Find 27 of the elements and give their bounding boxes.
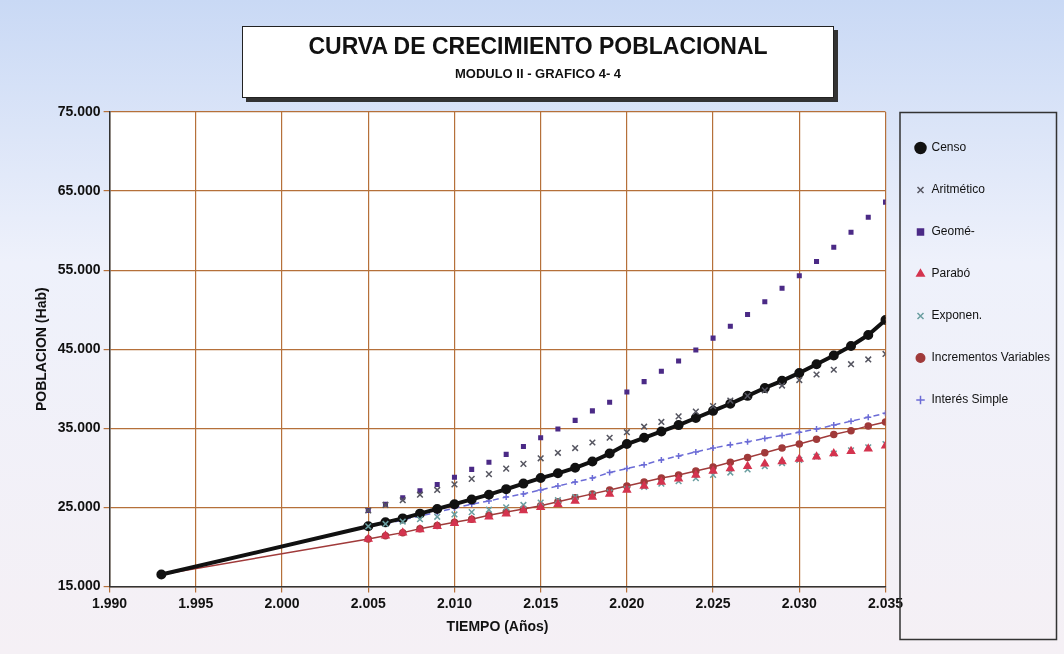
x-tick-label: 2.030 <box>781 594 818 611</box>
y-tick-label: 55.000 <box>57 260 101 277</box>
legend-label: Censo <box>931 140 967 155</box>
x-tick-label: 2.015 <box>523 594 559 611</box>
legend-label: Aritmético <box>931 182 986 197</box>
y-tick-label: 65.000 <box>57 181 101 198</box>
chart-title: CURVA DE CRECIMIENTO POBLACIONAL <box>307 33 769 60</box>
legend-label: Interés Simple <box>931 392 1009 407</box>
chart-subtitle: MODULO II - GRAFICO 4- 4 <box>453 66 623 81</box>
legend-label: Incrementos Variables <box>931 350 1050 365</box>
y-tick-label: 35.000 <box>57 419 101 436</box>
legend-label: Parabó <box>931 266 971 281</box>
y-tick-label: 45.000 <box>57 340 101 357</box>
x-tick-label: 2.025 <box>695 594 731 611</box>
y-tick-label: 15.000 <box>57 577 101 594</box>
x-tick-label: 1.990 <box>92 594 128 611</box>
y-axis-title: POBLACION (Hab) <box>33 287 50 412</box>
y-tick-label: 75.000 <box>57 102 101 119</box>
x-axis-title: TIEMPO (Años) <box>446 618 549 635</box>
legend-label: Geomé- <box>931 224 975 239</box>
x-tick-label: 2.000 <box>264 594 300 611</box>
x-tick-label: 2.005 <box>350 594 386 611</box>
x-tick-label: 2.010 <box>436 594 473 611</box>
x-tick-label: 2.020 <box>609 594 645 611</box>
x-tick-label: 1.995 <box>178 594 214 611</box>
y-tick-label: 25.000 <box>57 498 101 515</box>
legend-label: Exponen. <box>931 308 983 323</box>
